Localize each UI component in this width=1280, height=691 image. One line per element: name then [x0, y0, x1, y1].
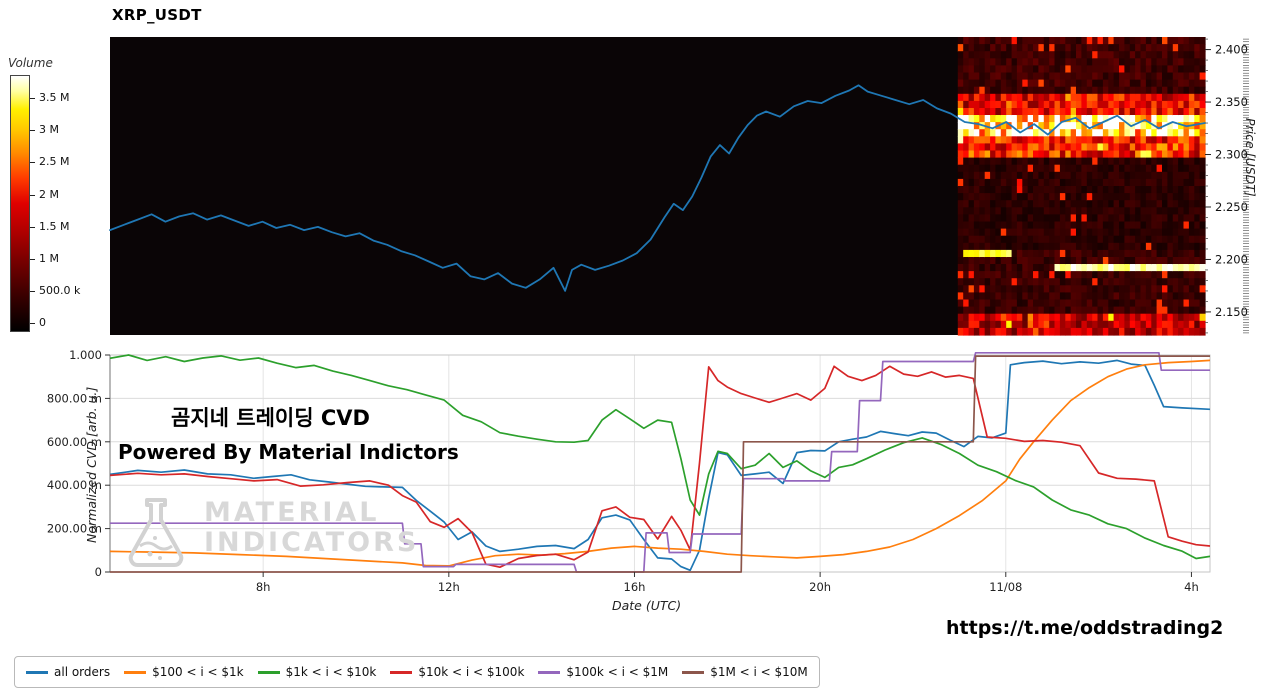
cvd-tick-label: 0	[95, 565, 102, 579]
volume-tick-mark	[30, 98, 35, 100]
date-tick-label: 16h	[624, 580, 646, 594]
cvd-tick-label: 200.00 m	[47, 522, 102, 536]
volume-tick-mark	[30, 194, 35, 196]
legend-item: $10k < i < $100k	[390, 665, 524, 679]
legend-swatch	[257, 670, 280, 674]
date-tick-label: 12h	[438, 580, 460, 594]
legend-label: all orders	[54, 665, 111, 679]
price-line	[109, 84, 1206, 292]
powered-by-overlay: Powered By Material Indictors	[118, 440, 459, 464]
legend-swatch	[682, 670, 705, 674]
headline-overlay: 곰지네 트레이딩 CVD	[171, 406, 370, 430]
volume-tick-label: 500.0 k	[39, 283, 81, 297]
series-line--100k-i-1m	[110, 351, 1210, 573]
volume-tick-mark	[30, 258, 35, 260]
flask-icon	[128, 498, 184, 567]
volume-tick-mark	[30, 290, 35, 292]
legend-label: $100 < i < $1k	[152, 665, 244, 679]
price-axis: 2.150 2.200 2.250 2.300 2.350 2.400	[1205, 38, 1249, 334]
orderbook-heatmap	[957, 37, 1206, 336]
series-line--10k-i-100k	[110, 365, 1210, 569]
legend-item: $100 < i < $1k	[124, 665, 244, 679]
price-axis-label: Price [USDT]	[1243, 118, 1258, 197]
cvd-chart: 1.000 800.00 m 600.00 m 400.00 m 200.00 m 0 8h…	[47, 348, 1211, 594]
chart-title: XRP_USDT	[112, 6, 202, 24]
volume-tick-label: 2 M	[39, 187, 59, 201]
volume-tick-label: 3.5 M	[39, 91, 70, 105]
volume-tick-mark	[30, 130, 35, 132]
volume-tick-label: 0	[39, 316, 46, 330]
legend-label: $100k < i < $1M	[566, 665, 669, 679]
watermark-line2: INDICATORS	[204, 526, 420, 558]
cvd-series	[110, 351, 1210, 573]
price-tick-label: 2.200	[1215, 252, 1248, 266]
series-line--1m-i-10m	[110, 355, 1210, 573]
legend-item: $1M < i < $10M	[682, 665, 808, 679]
legend-label: $10k < i < $100k	[418, 665, 525, 679]
legend-item: all orders	[26, 665, 110, 679]
watermark-line1: MATERIAL	[204, 497, 380, 528]
volume-tick-label: 1 M	[39, 251, 59, 265]
legend-item: $100k < i < $1M	[538, 665, 668, 679]
cvd-tick-label: 1.000	[69, 348, 102, 362]
volume-colorbar	[10, 75, 30, 332]
legend-swatch	[390, 670, 413, 674]
legend-swatch	[538, 670, 561, 674]
price-tick-label: 2.150	[1215, 305, 1248, 319]
volume-tick-mark	[30, 323, 35, 325]
price-tick-label: 2.250	[1215, 200, 1248, 214]
volume-tick-label: 2.5 M	[39, 155, 70, 169]
volume-tick-mark	[30, 226, 35, 228]
cvd-tick-label: 800.00 m	[47, 391, 102, 405]
legend-swatch	[26, 670, 48, 674]
date-tick-label: 11/08	[989, 580, 1022, 594]
series-line--1k-i-10k	[110, 354, 1210, 560]
volume-tick-mark	[30, 162, 35, 164]
volume-tick-label: 1.5 M	[39, 219, 70, 233]
legend-label: $1M < i < $10M	[710, 665, 808, 679]
date-tick-label: 20h	[809, 580, 831, 594]
series-line-all-orders	[110, 359, 1210, 572]
volume-colorbar-ticks: 3.5 M 3 M 2.5 M 2 M 1.5 M 1 M 500.0 k 0	[30, 76, 100, 333]
price-tick-label: 2.400	[1215, 43, 1248, 57]
legend-label: $1k < i < $10k	[285, 665, 377, 679]
date-axis-label: Date (UTC)	[612, 598, 682, 613]
volume-colorbar-title: Volume	[8, 56, 53, 70]
watermark-text: MATERIAL INDICATORS	[204, 498, 419, 557]
volume-tick-label: 3 M	[39, 123, 59, 137]
cvd-axes: 1.000 800.00 m 600.00 m 400.00 m 200.00 m 0 8h…	[47, 348, 1199, 594]
price-tick-label: 2.300	[1215, 148, 1248, 162]
legend-swatch	[124, 670, 147, 674]
series-line--100-i-1k	[110, 359, 1210, 567]
telegram-url[interactable]: https://t.me/oddstrading2	[946, 617, 1224, 639]
date-tick-label: 8h	[256, 580, 271, 594]
cvd-axis-label: Normalized CVD [arb. u.]	[84, 386, 99, 543]
date-tick-label: 4h	[1184, 580, 1199, 594]
price-tick-label: 2.350	[1215, 95, 1248, 109]
series-legend: all orders $100 < i < $1k $1k < i < $10k $1…	[14, 656, 820, 688]
cvd-tick-label: 600.00 m	[47, 435, 102, 449]
cvd-tick-label: 400.00 m	[47, 478, 102, 492]
price-chart	[109, 37, 1206, 336]
legend-item: $1k < i < $10k	[257, 665, 377, 679]
